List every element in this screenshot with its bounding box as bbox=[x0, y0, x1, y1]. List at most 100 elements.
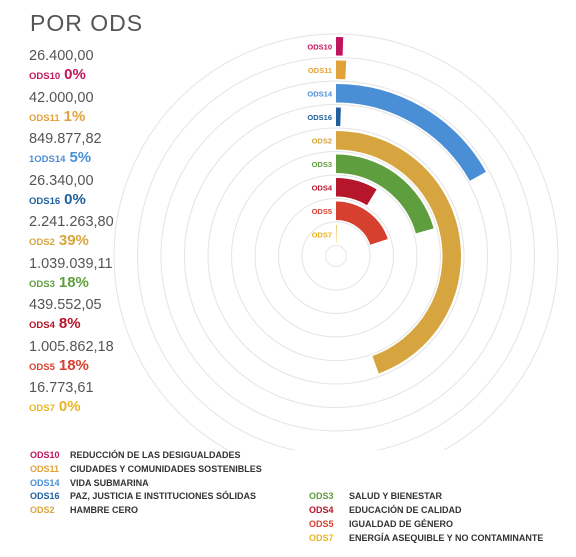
grid-circle bbox=[231, 151, 441, 361]
legend-item: ODS5 IGUALDAD DE GÉNERO bbox=[309, 518, 543, 532]
stat-percent: 1% bbox=[63, 107, 86, 125]
stat-code: ODS2 bbox=[29, 237, 55, 248]
legend-left: ODS10 REDUCCIÓN DE LAS DESIGUALDADES ODS11… bbox=[30, 449, 262, 518]
stat-row: ODS11 1% bbox=[29, 107, 199, 128]
stat-row: 1ODS14 5% bbox=[29, 148, 199, 169]
legend-item: ODS10 REDUCCIÓN DE LAS DESIGUALDADES bbox=[30, 449, 262, 463]
legend-code: ODS3 bbox=[309, 491, 334, 502]
stat-row: ODS2 39% bbox=[29, 231, 199, 252]
grid-circle bbox=[160, 80, 512, 432]
category-label: ODS14 bbox=[307, 89, 332, 98]
grid-circle bbox=[325, 245, 347, 267]
bar-ods14 bbox=[335, 84, 486, 181]
grid-circle bbox=[184, 104, 488, 408]
stat-amount: 26.340,00 bbox=[29, 172, 94, 189]
stat-row: ODS10 0% bbox=[29, 65, 199, 86]
stat-item: 439.552,05 ODS4 8% bbox=[29, 297, 199, 339]
stat-code: 1ODS14 bbox=[29, 154, 66, 165]
stat-code: ODS5 bbox=[29, 361, 55, 373]
category-label: ODS10 bbox=[307, 42, 332, 51]
bar-ods2 bbox=[335, 131, 461, 374]
stat-code: ODS4 bbox=[29, 320, 55, 331]
category-label: ODS4 bbox=[312, 183, 333, 192]
stat-item: 1.005.862,18 ODS5 18% bbox=[29, 339, 199, 381]
stat-item: 2.241.263,80 ODS2 39% bbox=[29, 214, 199, 256]
chart-title: POR ODS bbox=[30, 10, 144, 36]
stat-row: ODS5 18% bbox=[29, 356, 199, 377]
legend-code: ODS10 bbox=[30, 450, 60, 460]
stat-code: ODS3 bbox=[29, 278, 55, 290]
grid-circle bbox=[113, 33, 559, 450]
stat-percent: 0% bbox=[64, 66, 86, 83]
stat-item: 26.340,00 ODS16 0% bbox=[29, 173, 199, 215]
legend-right: ODS3 SALUD Y BIENESTAR ODS4 EDUCACIÓN DE CA… bbox=[309, 490, 543, 545]
stat-amount: 2.241.263,80 bbox=[29, 214, 114, 230]
legend-code: ODS7 bbox=[309, 532, 334, 543]
stat-percent: 18% bbox=[58, 356, 89, 374]
grid-circle bbox=[137, 57, 535, 450]
legend-label: CIUDADES Y COMUNIDADES SOSTENIBLES bbox=[70, 463, 262, 474]
stat-item: 26.400,00 ODS10 0% bbox=[29, 48, 199, 90]
stat-percent: 0% bbox=[58, 398, 81, 415]
bar-ods3 bbox=[335, 154, 434, 234]
stat-percent: 0% bbox=[64, 190, 86, 208]
legend-code: ODS16 bbox=[30, 491, 60, 502]
legend-item: ODS4 EDUCACIÓN DE CALIDAD bbox=[309, 504, 543, 518]
legend-code: ODS11 bbox=[30, 463, 60, 474]
stat-row: ODS3 18% bbox=[29, 273, 199, 294]
stat-amount: 1.005.862,18 bbox=[29, 338, 114, 355]
radial-bar-chart: ODS10 ODS11 ODS14 ODS16 ODS2 ODS3 ODS4 ODS5 ODS7 bbox=[113, 33, 559, 450]
legend-code: ODS2 bbox=[30, 505, 55, 516]
bar-ods4 bbox=[335, 178, 377, 206]
legend-label: EDUCACIÓN DE CALIDAD bbox=[349, 505, 462, 516]
legend-code: ODS5 bbox=[309, 518, 334, 529]
legend-item: ODS11 CIUDADES Y COMUNIDADES SOSTENIBLES bbox=[30, 463, 262, 477]
legend-label: IGUALDAD DE GÉNERO bbox=[349, 518, 454, 529]
stat-code: ODS10 bbox=[29, 71, 61, 82]
bar-ods5 bbox=[335, 201, 388, 246]
stat-item: 42.000,00 ODS11 1% bbox=[29, 90, 199, 132]
stat-item: 1.039.039,11 ODS3 18% bbox=[29, 256, 199, 298]
stat-amount: 439.552,05 bbox=[29, 297, 102, 313]
legend-label: SALUD Y BIENESTAR bbox=[349, 491, 443, 502]
legend-label: HAMBRE CERO bbox=[70, 505, 139, 516]
category-label: ODS11 bbox=[308, 66, 332, 75]
legend-item: ODS16 PAZ, JUSTICIA E INSTITUCIONES SÓLID… bbox=[30, 490, 262, 504]
legend-item: ODS3 SALUD Y BIENESTAR bbox=[309, 490, 543, 504]
category-label: ODS7 bbox=[312, 230, 332, 239]
stat-amount: 26.400,00 bbox=[29, 48, 94, 64]
category-label: ODS3 bbox=[312, 160, 332, 169]
stat-percent: 8% bbox=[58, 315, 81, 332]
grid-circle bbox=[254, 174, 418, 338]
legend-code: ODS14 bbox=[30, 477, 60, 488]
stat-percent: 39% bbox=[58, 232, 89, 249]
stat-item: 849.877,82 1ODS14 5% bbox=[29, 131, 199, 173]
stat-percent: 5% bbox=[69, 149, 92, 166]
legend-item: ODS7 ENERGÍA ASEQUIBLE Y NO CONTAMINANTE bbox=[309, 532, 543, 546]
category-label: ODS2 bbox=[312, 136, 332, 145]
grid-circle bbox=[207, 127, 465, 385]
stat-percent: 18% bbox=[58, 273, 89, 291]
stat-amount: 16.773,61 bbox=[29, 380, 94, 396]
stat-row: ODS7 0% bbox=[29, 397, 199, 418]
grid-circle bbox=[278, 198, 394, 314]
stat-code: ODS16 bbox=[29, 195, 61, 207]
stats-list: 26.400,00 ODS10 0% 42.000,00 ODS11 1% 849.877,… bbox=[29, 48, 199, 422]
stat-code: ODS7 bbox=[29, 403, 55, 414]
legend-item: ODS14 VIDA SUBMARINA bbox=[30, 477, 262, 491]
legend-label: PAZ, JUSTICIA E INSTITUCIONES SÓLIDAS bbox=[70, 491, 257, 502]
legend-item: ODS2 HAMBRE CERO bbox=[30, 504, 262, 518]
stat-amount: 42.000,00 bbox=[29, 89, 94, 106]
legend-label: ENERGÍA ASEQUIBLE Y NO CONTAMINANTE bbox=[349, 532, 544, 543]
stat-row: ODS4 8% bbox=[29, 314, 199, 335]
category-label: ODS16 bbox=[307, 113, 332, 122]
stat-code: ODS11 bbox=[29, 112, 60, 124]
stat-row: ODS16 0% bbox=[29, 190, 199, 211]
legend-code: ODS4 bbox=[309, 505, 334, 516]
grid-circle bbox=[301, 221, 371, 291]
legend-label: REDUCCIÓN DE LAS DESIGUALDADES bbox=[70, 450, 241, 460]
category-label: ODS5 bbox=[312, 207, 332, 216]
stat-amount: 849.877,82 bbox=[29, 131, 102, 147]
stat-item: 16.773,61 ODS7 0% bbox=[29, 380, 199, 422]
stat-amount: 1.039.039,11 bbox=[29, 255, 113, 272]
